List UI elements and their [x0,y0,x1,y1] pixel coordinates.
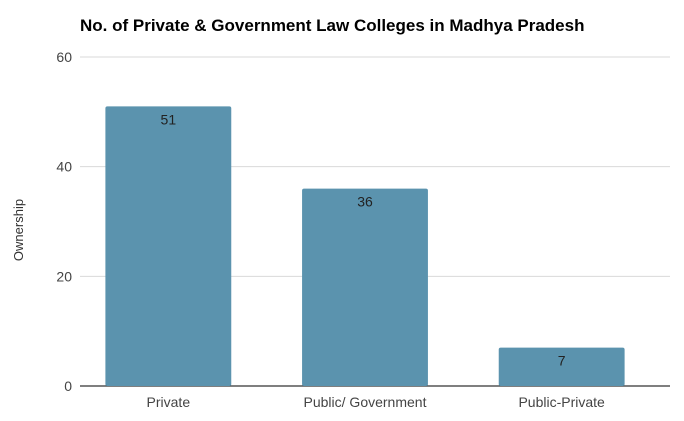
bar [302,188,428,386]
y-tick-label: 20 [56,268,72,284]
y-tick-label: 40 [56,159,72,175]
bars [105,106,625,386]
bar [105,106,232,386]
data-label: 7 [558,353,566,369]
data-label: 51 [161,111,177,127]
y-axis-label: Ownership [11,199,26,261]
data-label: 36 [357,194,373,210]
axis-ticks: 0 20 40 60 Private Public/ Government Public-P… [56,49,605,410]
x-tick-label: Public/ Government [304,394,427,410]
x-tick-label: Public-Private [518,394,605,410]
x-tick-label: Private [147,394,191,410]
chart-title: No. of Private & Government Law Colleges… [80,16,584,35]
y-tick-label: 0 [64,378,72,394]
data-labels: 51 36 7 [161,111,566,368]
y-tick-label: 60 [56,49,72,65]
bar [498,347,625,386]
